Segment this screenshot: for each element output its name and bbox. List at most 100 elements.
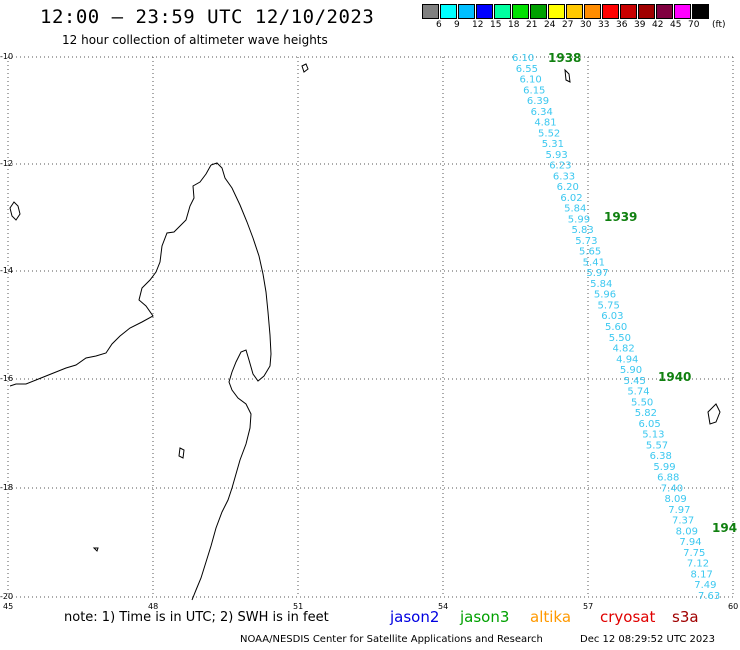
legend-label: 30 <box>580 20 592 30</box>
legend-label: 27 <box>562 20 574 30</box>
page-subtitle: 12 hour collection of altimeter wave hei… <box>62 33 328 47</box>
wave-height-reading: 6.10 <box>512 53 534 64</box>
satellite-name: altika <box>530 608 572 626</box>
legend-swatch <box>656 4 673 19</box>
wave-height-reading: 5.97 <box>586 268 608 279</box>
legend-label: 9 <box>454 20 460 30</box>
wave-height-reading: 5.99 <box>653 462 675 473</box>
legend-swatch <box>566 4 583 19</box>
wave-height-reading: 4.81 <box>534 118 556 129</box>
wave-height-reading: 5.60 <box>605 322 627 333</box>
credit-text: NOAA/NESDIS Center for Satellite Applica… <box>240 634 543 645</box>
wave-height-reading: 5.90 <box>620 365 642 376</box>
comoros-island <box>9 201 21 221</box>
legend-swatch <box>530 4 547 19</box>
wave-height-reading: 4.82 <box>612 344 634 355</box>
legend-swatch <box>440 4 457 19</box>
wave-height-reading: 6.33 <box>553 171 575 182</box>
wave-height-reading: 6.02 <box>560 193 582 204</box>
wave-height-reading: 5.93 <box>545 150 567 161</box>
wave-height-reading: 7.63 <box>698 591 720 602</box>
legend-label: 12 <box>472 20 484 30</box>
legend-label: 39 <box>634 20 646 30</box>
wave-height-reading: 5.96 <box>594 290 616 301</box>
wave-height-reading: 8.09 <box>676 526 698 537</box>
color-legend: 6 9 12 15 18 21 24 27 30 33 36 39 42 45 70 (ft) <box>422 4 726 33</box>
legend-swatches <box>422 4 710 19</box>
legend-unit: (ft) <box>712 20 726 30</box>
wave-height-reading: 5.13 <box>642 430 664 441</box>
islet-track <box>564 68 571 83</box>
legend-swatch <box>494 4 511 19</box>
wave-height-reading: 6.10 <box>519 75 541 86</box>
time-mark: 1940 <box>658 370 691 384</box>
timestamp-text: Dec 12 08:29:52 UTC 2023 <box>580 634 715 645</box>
wave-height-reading: 6.55 <box>516 64 538 75</box>
wave-height-reading: 6.23 <box>549 161 571 172</box>
footer-note: note: 1) Time is in UTC; 2) SWH is in fe… <box>64 610 329 625</box>
wave-height-reading: 8.17 <box>691 569 713 580</box>
legend-labels: 6 9 12 15 18 21 24 27 30 33 36 39 42 45 70 (ft) <box>422 19 726 33</box>
wave-height-reading: 7.37 <box>672 516 694 527</box>
wave-height-reading: 6.88 <box>657 473 679 484</box>
wave-height-reading: 5.31 <box>542 139 564 150</box>
wave-height-reading: 7.49 <box>694 580 716 591</box>
wave-height-reading: 6.05 <box>638 419 660 430</box>
wave-height-reading: 8.09 <box>665 494 687 505</box>
legend-label: 42 <box>652 20 664 30</box>
legend-label: 15 <box>490 20 502 30</box>
wave-height-reading: 7.75 <box>683 548 705 559</box>
legend-swatch <box>692 4 709 19</box>
time-mark: 194 <box>712 521 737 535</box>
wave-height-reading: 5.65 <box>579 247 601 258</box>
legend-swatch <box>458 4 475 19</box>
latitude-label: -14 <box>0 266 14 275</box>
wave-height-reading: 6.20 <box>557 182 579 193</box>
wave-height-reading: 6.34 <box>531 107 553 118</box>
satellite-name: s3a <box>672 608 699 626</box>
legend-label: 45 <box>670 20 682 30</box>
wave-height-reading: 4.94 <box>616 354 638 365</box>
wave-height-reading: 5.41 <box>583 257 605 268</box>
legend-label: 21 <box>526 20 538 30</box>
time-mark: 1938 <box>548 51 581 65</box>
satellite-name: jason3 <box>460 608 510 626</box>
islet-north <box>301 63 309 73</box>
legend-swatch <box>584 4 601 19</box>
longitude-label: 54 <box>438 602 449 611</box>
wave-height-reading: 5.45 <box>624 376 646 387</box>
wave-height-reading: 5.84 <box>564 204 586 215</box>
legend-swatch <box>422 4 439 19</box>
islet-west <box>92 547 99 552</box>
legend-swatch <box>638 4 655 19</box>
page-title: 12:00 — 23:59 UTC 12/10/2023 <box>40 6 375 28</box>
satellite-name: jason2 <box>390 608 440 626</box>
legend-label: 6 <box>436 20 442 30</box>
time-mark: 1939 <box>604 210 637 224</box>
wave-height-reading: 5.99 <box>568 214 590 225</box>
wave-height-reading: 5.52 <box>538 128 560 139</box>
graticule <box>7 56 734 598</box>
wave-height-reading: 7.40 <box>661 483 683 494</box>
legend-swatch <box>548 4 565 19</box>
longitude-label: 60 <box>728 602 739 611</box>
wave-height-reading: 5.74 <box>627 387 649 398</box>
wave-height-reading: 5.84 <box>590 279 612 290</box>
legend-swatch <box>674 4 691 19</box>
madagascar-coastline <box>9 162 272 601</box>
wave-height-reading: 7.12 <box>687 559 709 570</box>
longitude-label: 57 <box>583 602 594 611</box>
legend-label: 24 <box>544 20 556 30</box>
wave-height-reading: 5.50 <box>609 333 631 344</box>
legend-label: 33 <box>598 20 610 30</box>
satellite-name: cryosat <box>600 608 656 626</box>
latitude-label: -16 <box>0 374 14 383</box>
wave-height-reading: 5.57 <box>646 440 668 451</box>
wave-height-reading: 7.94 <box>679 537 701 548</box>
legend-label: 70 <box>688 20 700 30</box>
wave-height-reading: 5.83 <box>572 225 594 236</box>
latitude-label: -18 <box>0 483 14 492</box>
wave-height-reading: 5.75 <box>598 300 620 311</box>
longitude-label: 51 <box>293 602 304 611</box>
